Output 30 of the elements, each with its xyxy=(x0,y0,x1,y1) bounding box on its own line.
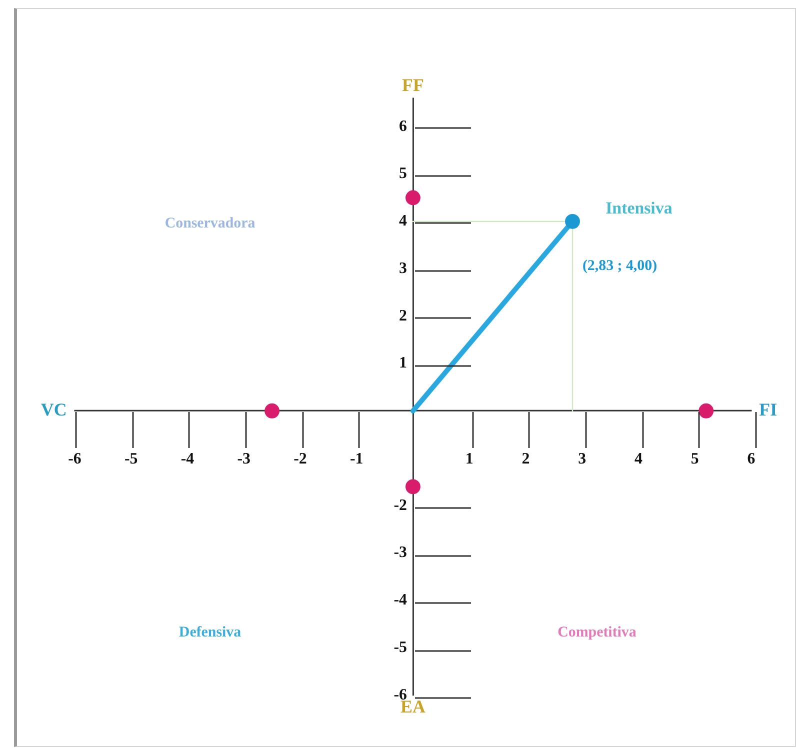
x-tick-label: -3 xyxy=(237,450,250,468)
y-tick-label: 3 xyxy=(399,260,408,277)
y-tick-label: 1 xyxy=(399,354,408,372)
x-tick-label: 6 xyxy=(747,450,756,468)
x-tick-label: 2 xyxy=(522,450,530,468)
x-tick-label: 5 xyxy=(690,450,699,468)
data-label: (2,83 ; 4,00) xyxy=(582,258,658,274)
x-tick-label: -2 xyxy=(294,450,307,468)
text: FI xyxy=(759,400,778,420)
x-tick-label: -4 xyxy=(180,450,194,468)
y-tick-label: -3 xyxy=(394,544,408,562)
x-tick-label: -5 xyxy=(124,450,138,468)
y-tick-label: 6 xyxy=(399,118,408,135)
y-tick-label: 5 xyxy=(399,165,408,182)
y-tick-label: 2 xyxy=(399,307,408,324)
text: VC xyxy=(40,400,67,420)
annotation: Intensiva xyxy=(606,198,673,218)
x-tick-label: -1 xyxy=(350,450,364,468)
x-tick-label: -6 xyxy=(68,450,82,468)
annotation: Competitiva xyxy=(558,624,637,640)
text: FF xyxy=(402,74,424,95)
y-tick-label: -2 xyxy=(394,496,408,514)
x-tick-label: 3 xyxy=(578,450,586,468)
y-tick-label: -4 xyxy=(394,592,408,609)
annotation: Defensiva xyxy=(178,624,242,640)
x-tick-label: 1 xyxy=(465,450,474,468)
y-tick-label: -5 xyxy=(394,638,408,656)
annotation: Conservadora xyxy=(164,215,256,232)
y-tick-label: 4 xyxy=(399,212,408,230)
x-tick-label: 4 xyxy=(634,450,642,468)
